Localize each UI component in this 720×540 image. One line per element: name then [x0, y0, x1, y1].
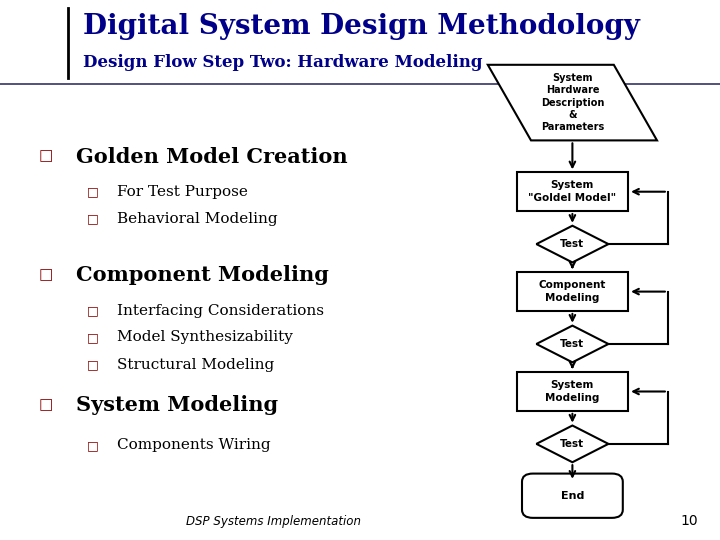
- Text: Model Synthesizability: Model Synthesizability: [117, 330, 292, 345]
- Text: □: □: [86, 331, 98, 344]
- Text: □: □: [38, 150, 53, 164]
- Text: 10: 10: [681, 514, 698, 528]
- Text: □: □: [86, 185, 98, 198]
- Text: □: □: [86, 212, 98, 225]
- Text: Test: Test: [560, 239, 585, 249]
- Text: Structural Modeling: Structural Modeling: [117, 357, 274, 372]
- Text: □: □: [86, 358, 98, 371]
- Text: Design Flow Step Two: Hardware Modeling: Design Flow Step Two: Hardware Modeling: [83, 54, 482, 71]
- Text: Behavioral Modeling: Behavioral Modeling: [117, 212, 277, 226]
- Bar: [517, 172, 628, 211]
- Text: End: End: [561, 491, 584, 501]
- Text: For Test Purpose: For Test Purpose: [117, 185, 248, 199]
- Polygon shape: [488, 65, 657, 140]
- Text: DSP Systems Implementation: DSP Systems Implementation: [186, 515, 361, 528]
- Text: Components Wiring: Components Wiring: [117, 438, 270, 453]
- Bar: [517, 272, 628, 311]
- Text: □: □: [38, 268, 53, 282]
- Text: System
"Goldel Model": System "Goldel Model": [528, 180, 616, 203]
- Text: Component Modeling: Component Modeling: [76, 265, 328, 286]
- Text: System
Modeling: System Modeling: [545, 380, 600, 403]
- Text: Golden Model Creation: Golden Model Creation: [76, 146, 347, 167]
- Text: □: □: [86, 304, 98, 317]
- Polygon shape: [536, 426, 608, 462]
- Text: System
Hardware
Description
&
Parameters: System Hardware Description & Parameters: [541, 73, 604, 132]
- Polygon shape: [536, 326, 608, 362]
- Text: □: □: [38, 398, 53, 412]
- Text: Interfacing Considerations: Interfacing Considerations: [117, 303, 324, 318]
- Text: □: □: [86, 439, 98, 452]
- FancyBboxPatch shape: [522, 474, 623, 518]
- Text: Test: Test: [560, 339, 585, 349]
- Polygon shape: [536, 226, 608, 262]
- Text: Digital System Design Methodology: Digital System Design Methodology: [83, 14, 639, 40]
- Text: System Modeling: System Modeling: [76, 395, 278, 415]
- Text: Test: Test: [560, 439, 585, 449]
- Text: Component
Modeling: Component Modeling: [539, 280, 606, 303]
- Bar: [517, 372, 628, 411]
